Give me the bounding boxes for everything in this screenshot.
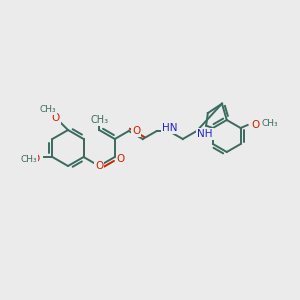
Text: O: O: [95, 161, 103, 171]
Text: O: O: [252, 120, 260, 130]
Text: NH: NH: [197, 129, 213, 139]
Text: CH₃: CH₃: [262, 118, 278, 127]
Text: O: O: [117, 154, 125, 164]
Text: CH₃: CH₃: [20, 154, 37, 164]
Text: O: O: [132, 126, 140, 136]
Text: CH₃: CH₃: [90, 115, 108, 125]
Text: CH₃: CH₃: [40, 106, 56, 115]
Text: HN: HN: [162, 123, 177, 133]
Text: O: O: [52, 113, 60, 123]
Text: O: O: [31, 154, 39, 164]
